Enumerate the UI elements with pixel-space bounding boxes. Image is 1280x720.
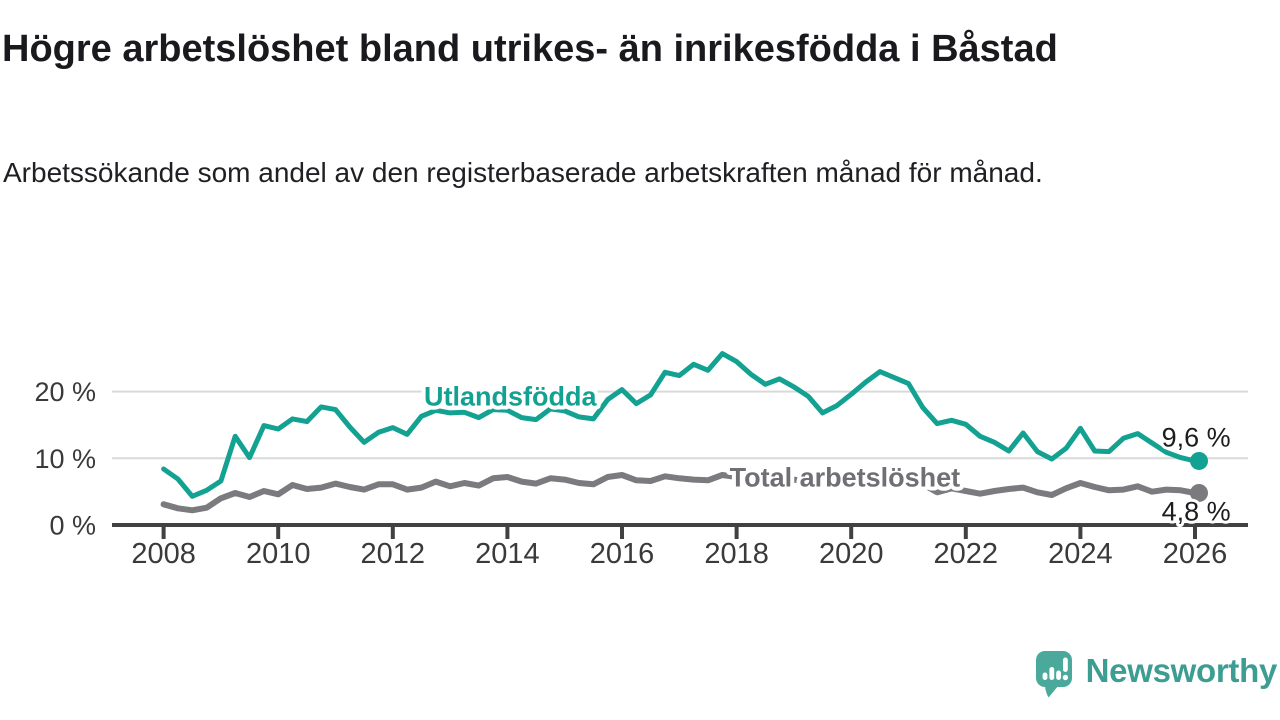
chart-title: Högre arbetslöshet bland utrikes- än inr… <box>2 28 1058 70</box>
x-axis-tick-label: 2008 <box>131 538 196 570</box>
x-axis-tick-label: 2010 <box>246 538 311 570</box>
series-label: Utlandsfödda <box>424 382 597 412</box>
y-axis-tick-label: 10 % <box>34 444 96 474</box>
series-end-dot <box>1190 451 1208 470</box>
newsworthy-logo-icon <box>1035 651 1072 698</box>
line-chart: 0 % 10 % 20 % 2008 2010 2012 2014 2016 2018 2020 2… <box>34 351 1248 570</box>
x-axis-tick-label: 2012 <box>361 538 426 570</box>
newsworthy-brand: Newsworthy <box>1034 649 1277 699</box>
x-axis-tick-label: 2016 <box>590 538 655 570</box>
y-axis-tick-label: 0 % <box>49 510 96 540</box>
x-axis-tick-label: 2022 <box>934 538 999 570</box>
x-axis-tick-label: 2018 <box>704 538 769 570</box>
series-line-total-arbetsl-shet <box>160 472 1198 514</box>
series-line-utlandsf-dda <box>161 351 1198 499</box>
y-axis-tick-label: 20 % <box>34 377 96 407</box>
chart-subtitle: Arbetssökande som andel av den registerb… <box>3 156 1043 188</box>
newsworthy-brand-name: Newsworthy <box>1085 651 1278 689</box>
x-axis-tick-label: 2014 <box>475 538 540 570</box>
value-annotation: 4,8 % <box>1162 496 1231 526</box>
x-axis-tick-label: 2020 <box>819 538 884 570</box>
series-label: Total arbetslöshet <box>730 462 961 492</box>
x-axis-tick-label: 2026 <box>1163 538 1228 570</box>
x-axis-tick-label: 2024 <box>1048 538 1113 570</box>
series-end-dot <box>1190 483 1208 502</box>
value-annotation: 9,6 % <box>1162 422 1231 452</box>
